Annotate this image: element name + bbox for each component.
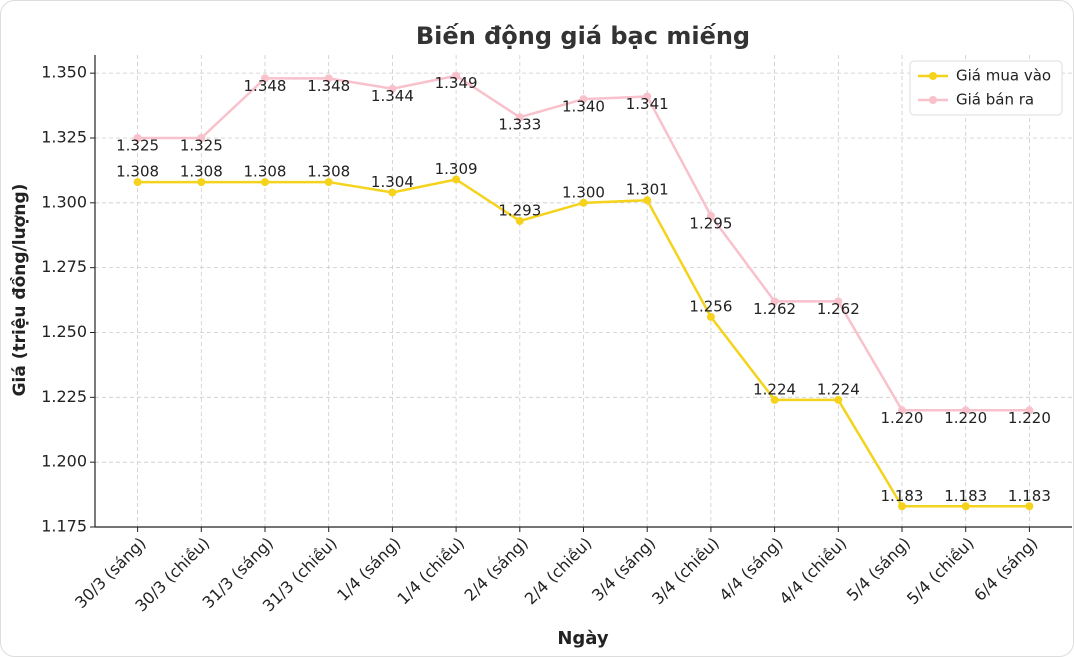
data-label: 1.262 [753,300,796,318]
data-label: 1.309 [435,160,478,178]
data-label: 1.308 [307,163,350,181]
point [261,74,269,83]
point [643,92,652,101]
data-label: 1.220 [944,409,987,427]
data-label: 1.293 [498,201,541,219]
legend-box [909,60,1063,116]
data-label: 1.340 [562,98,605,116]
data-label: 1.308 [116,163,159,181]
point [261,178,269,187]
point [834,395,843,404]
y-tick-label: 1.325 [41,127,87,146]
data-label: 1.224 [753,380,796,398]
chart-title: Biến động giá bạc miếng [416,22,750,50]
point [452,175,461,184]
data-label: 1.325 [116,136,159,154]
point [961,406,970,415]
point [643,196,652,205]
point [197,178,206,187]
point [898,502,906,511]
data-label: 1.344 [371,87,414,105]
y-tick-label: 1.275 [41,257,87,276]
point [579,95,588,104]
data-label: 1.325 [180,136,223,154]
point [770,395,779,404]
point [898,406,906,415]
point [452,71,461,80]
data-label: 1.349 [435,74,478,92]
legend-label: Giá bán ra [956,91,1034,109]
data-label: 1.220 [881,409,924,427]
point [770,297,779,306]
point [961,502,970,511]
point [324,178,333,187]
legend-marker [929,96,937,104]
data-label: 1.256 [689,297,732,315]
point [515,113,524,122]
point [1025,406,1034,415]
point [834,297,843,306]
y-tick-label: 1.350 [41,63,87,82]
y-tick-label: 1.200 [41,452,87,471]
data-label: 1.348 [307,77,350,95]
point [133,178,142,187]
data-label: 1.341 [626,95,669,113]
data-label: 1.224 [817,380,860,398]
data-label: 1.183 [1008,487,1051,505]
point [324,74,333,83]
data-label: 1.262 [817,300,860,318]
x-axis-label: Ngày [557,628,609,649]
point [388,84,397,93]
y-axis-label: Giá (triệu đồng/lượng) [9,184,30,397]
data-label: 1.333 [498,116,541,134]
point [1025,502,1034,511]
data-label: 1.301 [626,181,669,199]
data-label: 1.308 [244,163,287,181]
y-tick-label: 1.225 [41,387,87,406]
legend-label: Giá mua vào [956,67,1051,85]
point [515,216,524,225]
point [579,198,588,207]
data-label: 1.220 [1008,409,1051,427]
point [388,188,397,197]
y-tick-label: 1.300 [41,192,87,211]
y-tick-label: 1.175 [41,517,87,536]
point [706,312,715,321]
point [133,133,142,142]
data-label: 1.183 [881,487,924,505]
data-label: 1.304 [371,173,414,191]
legend-marker [929,72,937,80]
data-label: 1.300 [562,183,605,201]
data-label: 1.295 [689,214,732,232]
data-label: 1.348 [244,77,287,95]
y-tick-label: 1.250 [41,322,87,341]
data-label: 1.308 [180,163,223,181]
point [706,211,715,220]
data-label: 1.183 [944,487,987,505]
point [197,133,206,142]
